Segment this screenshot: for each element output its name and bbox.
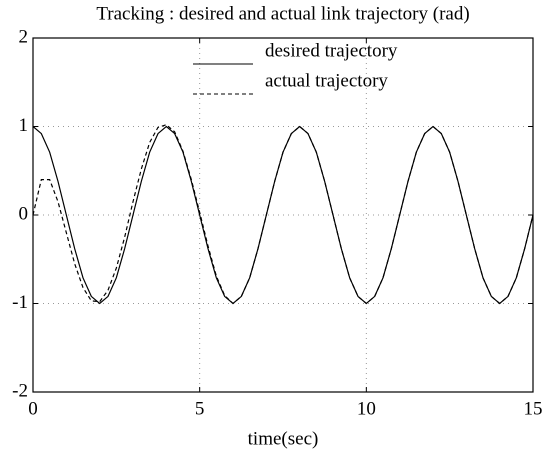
y-tick-label: 0: [19, 203, 29, 224]
chart-title: Tracking : desired and actual link traje…: [96, 3, 469, 24]
x-tick-label: 10: [357, 398, 376, 419]
x-tick-label: 0: [28, 398, 38, 419]
y-tick-label: -2: [12, 380, 28, 401]
x-axis-label: time(sec): [248, 428, 319, 449]
x-tick-label: 5: [195, 398, 205, 419]
x-tick-label: 15: [524, 398, 543, 419]
y-tick-label: 1: [19, 115, 29, 136]
legend-label: actual trajectory: [265, 70, 388, 91]
series-line: [32, 124, 534, 305]
y-tick-label: 2: [19, 26, 29, 47]
legend-label: desired trajectory: [265, 40, 398, 61]
y-tick-label: -1: [12, 292, 28, 313]
